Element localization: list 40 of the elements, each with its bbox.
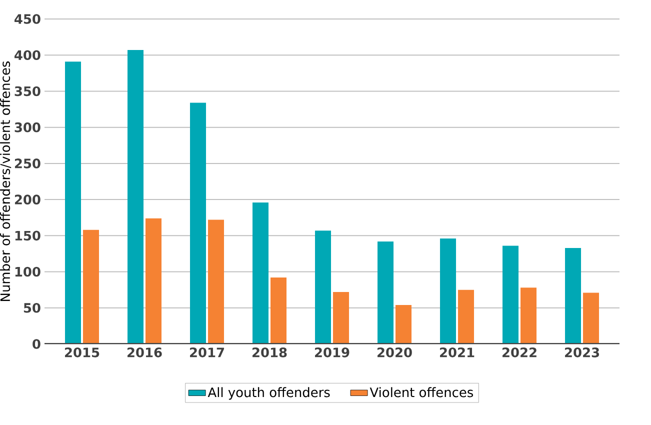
x-tick-label: 2015: [65, 348, 100, 358]
y-tick-label: 200: [14, 194, 40, 204]
bar: [520, 288, 537, 344]
y-tick-label: 300: [14, 122, 40, 132]
y-tick-label: 450: [14, 14, 40, 24]
bar: [145, 218, 162, 344]
x-tick-label: 2017: [190, 348, 224, 358]
legend-label: Violent offences: [370, 387, 474, 398]
bar: [378, 241, 394, 344]
x-tick-label: 2020: [378, 348, 412, 358]
x-tick-label: 2022: [502, 348, 536, 358]
bar: [396, 305, 412, 344]
x-tick-label: 2018: [252, 348, 287, 358]
y-axis-title: Number of offenders/violent offences: [0, 61, 12, 301]
y-tick-label: 50: [24, 302, 40, 313]
y-tick-label: 250: [14, 158, 40, 168]
y-tick-label: 400: [14, 50, 40, 60]
bar: [65, 62, 82, 344]
y-tick-label: 350: [14, 86, 40, 96]
bar: [565, 248, 582, 344]
y-tick-label: 100: [15, 266, 40, 277]
bar: [583, 292, 600, 344]
x-tick-label: 2019: [315, 348, 350, 358]
bar: [458, 290, 474, 344]
bar: [190, 102, 206, 344]
legend-label: All youth offenders: [208, 387, 330, 400]
x-tick-label: 2021: [440, 348, 474, 358]
bar: [82, 230, 99, 344]
bar: [333, 292, 350, 344]
x-tick-label: 2016: [128, 348, 162, 358]
y-tick-label: 150: [15, 230, 40, 241]
bar: [128, 50, 144, 344]
y-tick-label: 0: [32, 339, 40, 349]
x-tick-label: 2023: [565, 348, 600, 358]
bar: [252, 202, 269, 344]
bar: [440, 238, 456, 344]
bar: [315, 230, 332, 344]
bar: [270, 278, 286, 344]
bar: [208, 220, 224, 344]
bar: [502, 246, 519, 344]
